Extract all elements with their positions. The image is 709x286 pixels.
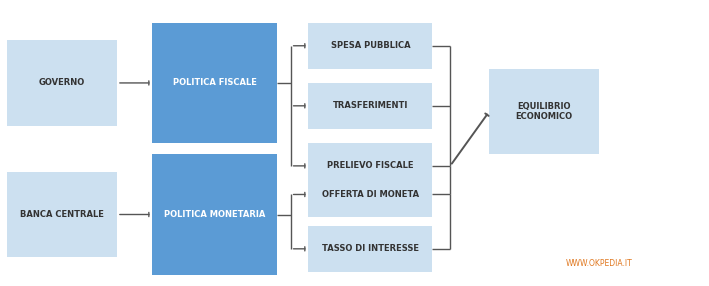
Text: TASSO DI INTERESSE: TASSO DI INTERESSE [322,244,419,253]
FancyBboxPatch shape [7,172,117,257]
Text: BANCA CENTRALE: BANCA CENTRALE [20,210,104,219]
Text: GOVERNO: GOVERNO [39,78,85,88]
FancyBboxPatch shape [308,23,432,69]
FancyBboxPatch shape [7,40,117,126]
Text: OFFERTA DI MONETA: OFFERTA DI MONETA [322,190,419,199]
Text: WWW.OKPEDIA.IT: WWW.OKPEDIA.IT [566,259,632,268]
FancyBboxPatch shape [152,154,277,275]
FancyBboxPatch shape [308,172,432,217]
Text: PRELIEVO FISCALE: PRELIEVO FISCALE [327,161,414,170]
FancyBboxPatch shape [152,23,277,143]
Text: POLITICA FISCALE: POLITICA FISCALE [172,78,257,88]
FancyBboxPatch shape [308,226,432,272]
Text: SPESA PUBBLICA: SPESA PUBBLICA [330,41,411,50]
FancyBboxPatch shape [308,83,432,129]
FancyBboxPatch shape [308,143,432,189]
Text: EQUILIBRIO
ECONOMICO: EQUILIBRIO ECONOMICO [515,102,573,121]
Text: TRASFERIMENTI: TRASFERIMENTI [333,101,408,110]
Text: POLITICA MONETARIA: POLITICA MONETARIA [164,210,265,219]
FancyBboxPatch shape [489,69,599,154]
